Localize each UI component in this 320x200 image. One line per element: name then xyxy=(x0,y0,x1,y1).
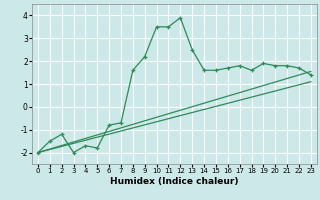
X-axis label: Humidex (Indice chaleur): Humidex (Indice chaleur) xyxy=(110,177,239,186)
